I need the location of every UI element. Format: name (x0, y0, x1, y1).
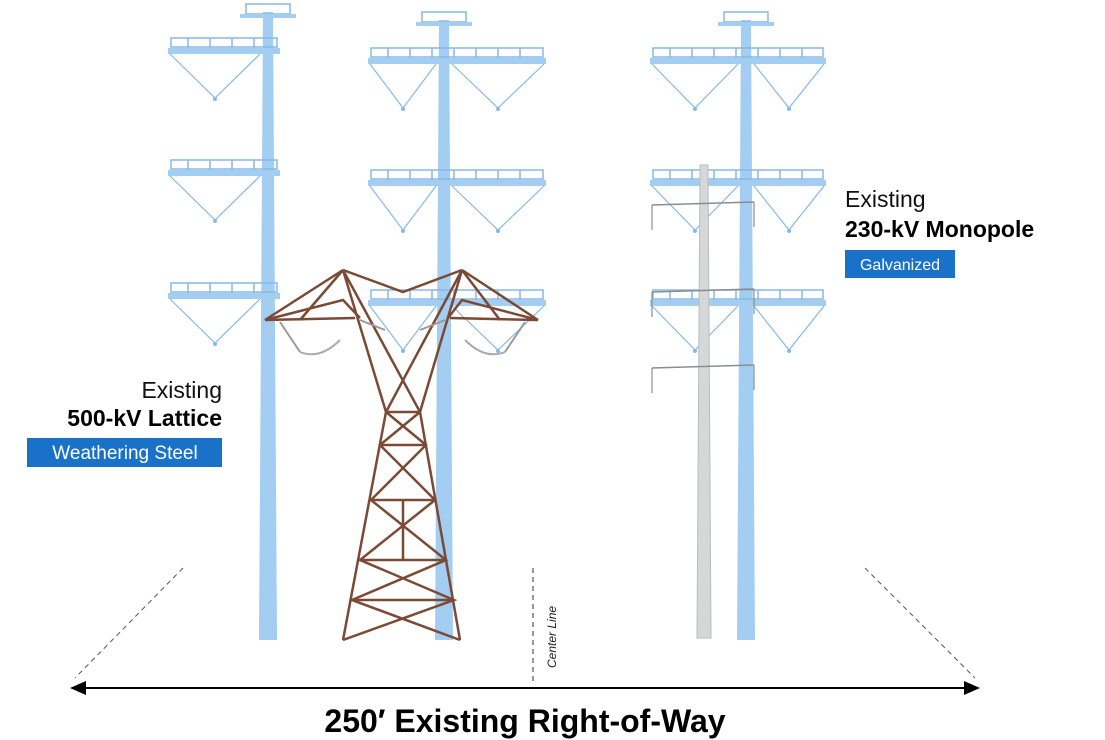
arm-railing (653, 170, 823, 179)
cross-arm (168, 170, 280, 176)
insulator (754, 64, 824, 108)
insulator (452, 64, 544, 108)
insulator (370, 186, 436, 230)
insulator-end (787, 107, 791, 111)
insulator (452, 186, 544, 230)
cross-arm (168, 293, 280, 299)
insulator (170, 176, 260, 220)
lattice-tower (265, 270, 538, 640)
cross-arm (650, 300, 826, 306)
lattice-member (462, 270, 500, 320)
monopole-shaft (697, 165, 711, 638)
label-structure: 230-kV Monopole (845, 216, 1034, 242)
center-line-label: Center Line (545, 606, 559, 668)
lattice-member (343, 270, 386, 640)
lattice-member (462, 270, 538, 320)
insulator (754, 186, 824, 230)
insulator-end (213, 97, 217, 101)
conductor-sag (300, 340, 340, 354)
insulator (652, 186, 738, 230)
cross-arm (650, 58, 826, 64)
cross-arm (168, 48, 280, 54)
insulator-end (401, 107, 405, 111)
insulator-end (401, 349, 405, 353)
insulator (170, 299, 260, 343)
insulator (652, 306, 738, 350)
pole-cap-base (240, 14, 296, 18)
arm-railing (171, 160, 277, 169)
insulator-end (496, 349, 500, 353)
insulator-end (787, 229, 791, 233)
arm-railing (371, 48, 543, 57)
arm-railing (653, 48, 823, 57)
insulator (170, 54, 260, 98)
insulator-end (213, 342, 217, 346)
insulator-end (213, 219, 217, 223)
cross-arm (368, 180, 546, 186)
arm-railing (171, 38, 277, 47)
insulator (452, 306, 544, 350)
insulator-end (787, 349, 791, 353)
cross-arm (368, 58, 546, 64)
pole-shaft (737, 20, 755, 640)
insulator-end (496, 229, 500, 233)
cross-arm (650, 180, 826, 186)
footer-title: 250′ Existing Right-of-Way (324, 703, 725, 739)
lattice-insulator (505, 322, 525, 352)
label-finish: Galvanized (860, 257, 940, 274)
lattice-member (300, 270, 343, 320)
insulator-end (693, 229, 697, 233)
lattice-member (265, 318, 355, 320)
blue-poles (168, 4, 826, 640)
label-status: Existing (141, 377, 222, 403)
pole-cap-base (416, 22, 472, 26)
insulator (754, 306, 824, 350)
insulator-end (496, 107, 500, 111)
label-status: Existing (845, 186, 926, 212)
insulator-end (693, 107, 697, 111)
lattice-insulator (280, 322, 300, 352)
insulator-end (693, 349, 697, 353)
label-finish: Weathering Steel (52, 443, 197, 464)
label-structure: 500-kV Lattice (67, 405, 222, 431)
insulator (652, 64, 738, 108)
insulator-end (401, 229, 405, 233)
arm-railing (371, 290, 543, 299)
insulator (370, 64, 436, 108)
lattice-member (450, 318, 538, 320)
guide-line (75, 568, 183, 678)
arrow-head (964, 681, 980, 695)
pole-shaft (259, 12, 277, 640)
pole-cap-base (718, 22, 774, 26)
guide-line (865, 568, 975, 678)
arm-railing (371, 170, 543, 179)
diagram: Center Line 250′ Existing Right-of-Way E… (0, 0, 1105, 740)
arm-railing (171, 283, 277, 292)
arrow-head (70, 681, 86, 695)
